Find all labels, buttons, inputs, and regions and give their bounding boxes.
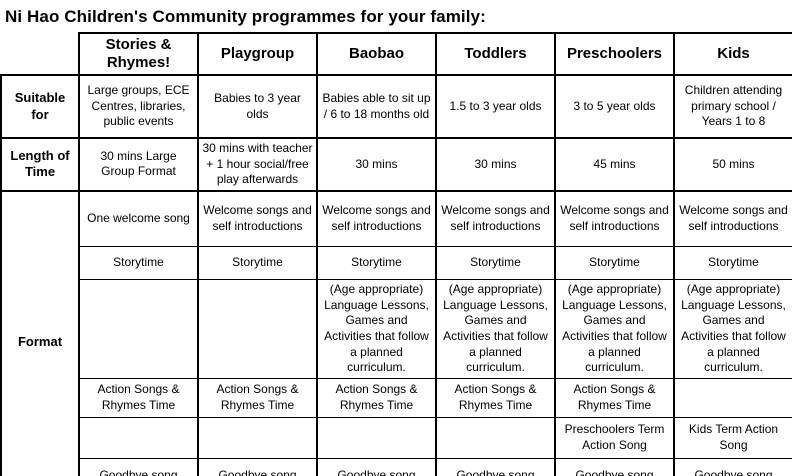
cell-suitable-playgroup: Babies to 3 year olds: [197, 74, 318, 139]
cell-term-baobao: [316, 416, 437, 459]
col-header-baobao: Baobao: [316, 32, 437, 76]
cell-goodbye-preschoolers: Goodbye song: [554, 457, 675, 476]
col-header-kids: Kids: [673, 32, 792, 76]
cell-term-toddlers: [435, 416, 556, 459]
cell-term-preschoolers: Preschoolers Term Action Song: [554, 416, 675, 459]
cell-goodbye-toddlers: Goodbye song: [435, 457, 556, 476]
col-header-stories-rhymes: Stories & Rhymes!: [78, 32, 199, 76]
cell-length-stories-rhymes: 30 mins Large Group Format: [78, 137, 199, 192]
cell-storytime-preschoolers: Storytime: [554, 246, 675, 281]
format-term-action-song-row: Preschoolers Term Action Song Kids Term …: [1, 416, 792, 459]
cell-suitable-baobao: Babies able to sit up / 6 to 18 months o…: [316, 74, 437, 139]
cell-suitable-preschoolers: 3 to 5 year olds: [554, 74, 675, 139]
corner-blank-cell: [1, 33, 79, 75]
cell-length-toddlers: 30 mins: [435, 137, 556, 192]
cell-suitable-stories-rhymes: Large groups, ECE Centres, libraries, pu…: [78, 74, 199, 139]
cell-term-stories-rhymes: [78, 416, 199, 459]
format-welcome-row: Format One welcome song Welcome songs an…: [0, 189, 792, 476]
cell-lessons-playgroup: [197, 279, 318, 379]
cell-welcome-preschoolers: Welcome songs and self introductions: [554, 189, 675, 248]
cell-welcome-playgroup: Welcome songs and self introductions: [197, 189, 318, 248]
page-title: Ni Hao Children's Community programmes f…: [5, 7, 486, 26]
cell-suitable-kids: Children attending primary school / Year…: [673, 74, 792, 139]
cell-goodbye-baobao: Goodbye song: [316, 457, 437, 476]
col-header-playgroup: Playgroup: [197, 32, 318, 76]
cell-lessons-kids: (Age appropriate) Language Lessons, Game…: [673, 279, 792, 379]
cell-welcome-baobao: Welcome songs and self introductions: [316, 189, 437, 248]
cell-lessons-toddlers: (Age appropriate) Language Lessons, Game…: [435, 279, 556, 379]
cell-action-baobao: Action Songs & Rhymes Time: [316, 377, 437, 418]
col-header-preschoolers: Preschoolers: [554, 32, 675, 76]
cell-storytime-playgroup: Storytime: [197, 246, 318, 281]
cell-lessons-stories-rhymes: [78, 279, 199, 379]
cell-action-preschoolers: Action Songs & Rhymes Time: [554, 377, 675, 418]
cell-welcome-kids: Welcome songs and self introductions: [673, 189, 792, 248]
cell-storytime-toddlers: Storytime: [435, 246, 556, 281]
row-label-format: Format: [0, 189, 80, 476]
cell-action-stories-rhymes: Action Songs & Rhymes Time: [78, 377, 199, 418]
cell-lessons-baobao: (Age appropriate) Language Lessons, Game…: [316, 279, 437, 379]
col-header-toddlers: Toddlers: [435, 32, 556, 76]
cell-welcome-toddlers: Welcome songs and self introductions: [435, 189, 556, 248]
format-action-songs-row: Action Songs & Rhymes Time Action Songs …: [1, 377, 792, 418]
cell-welcome-stories-rhymes: One welcome song: [78, 189, 199, 248]
suitable-for-row: Suitable for Large groups, ECE Centres, …: [0, 74, 792, 139]
programmes-table: Stories & Rhymes! Playgroup Baobao Toddl…: [0, 32, 792, 476]
cell-action-playgroup: Action Songs & Rhymes Time: [197, 377, 318, 418]
cell-lessons-preschoolers: (Age appropriate) Language Lessons, Game…: [554, 279, 675, 379]
format-goodbye-row: Goodbye song Goodbye song Goodbye song G…: [1, 457, 792, 476]
cell-storytime-stories-rhymes: Storytime: [78, 246, 199, 281]
cell-storytime-baobao: Storytime: [316, 246, 437, 281]
row-label-suitable-for: Suitable for: [0, 74, 80, 139]
cell-storytime-kids: Storytime: [673, 246, 792, 281]
cell-length-kids: 50 mins: [673, 137, 792, 192]
cell-goodbye-playgroup: Goodbye song: [197, 457, 318, 476]
header-row: Stories & Rhymes! Playgroup Baobao Toddl…: [1, 32, 792, 76]
row-label-length-of-time: Length of Time: [0, 137, 80, 192]
cell-term-playgroup: [197, 416, 318, 459]
cell-action-toddlers: Action Songs & Rhymes Time: [435, 377, 556, 418]
cell-goodbye-kids: Goodbye song: [673, 457, 792, 476]
cell-term-kids: Kids Term Action Song: [673, 416, 792, 459]
cell-action-kids: [673, 377, 792, 418]
length-of-time-row: Length of Time 30 mins Large Group Forma…: [0, 137, 792, 192]
cell-length-preschoolers: 45 mins: [554, 137, 675, 192]
cell-suitable-toddlers: 1.5 to 3 year olds: [435, 74, 556, 139]
format-language-lessons-row: (Age appropriate) Language Lessons, Game…: [1, 279, 792, 379]
cell-length-baobao: 30 mins: [316, 137, 437, 192]
format-storytime-row: Storytime Storytime Storytime Storytime …: [1, 246, 792, 281]
cell-length-playgroup: 30 mins with teacher + 1 hour social/fre…: [197, 137, 318, 192]
cell-goodbye-stories-rhymes: Goodbye song: [78, 457, 199, 476]
